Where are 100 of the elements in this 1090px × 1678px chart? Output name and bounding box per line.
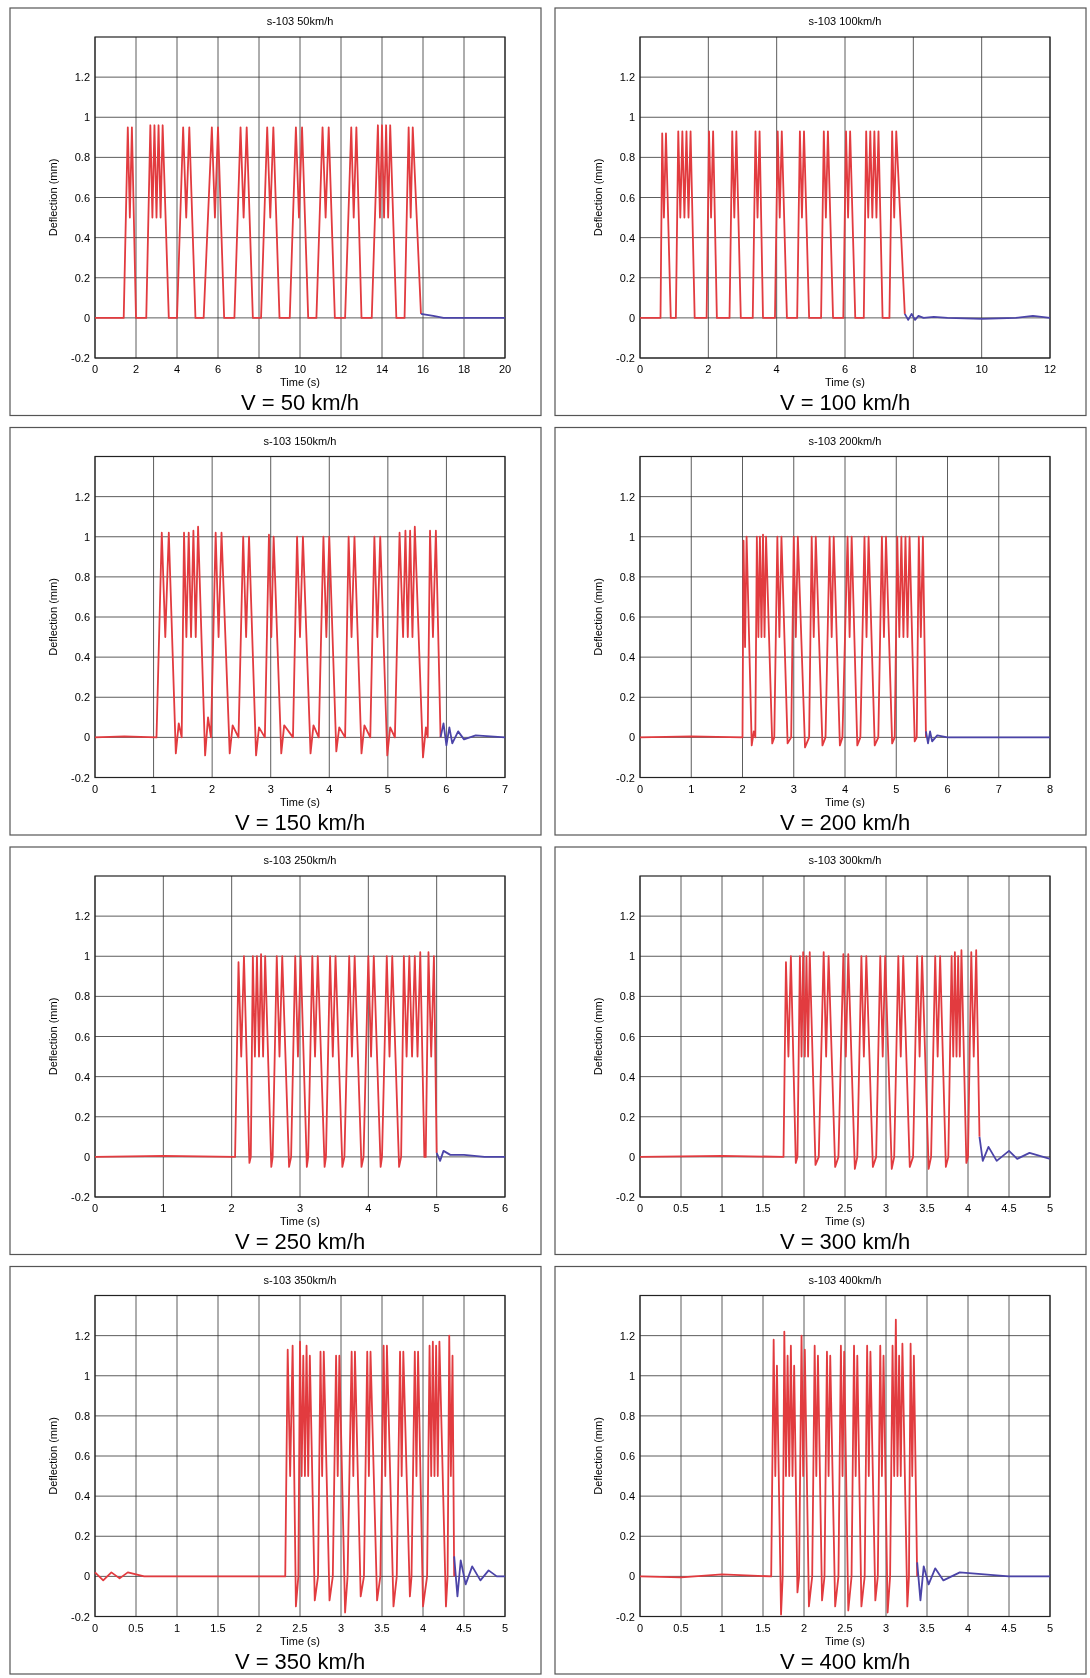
y-tick-label: 0.6 bbox=[74, 191, 90, 204]
x-tick-label: 3.5 bbox=[919, 1621, 935, 1634]
x-axis-title: Time (s) bbox=[280, 795, 320, 808]
line-series bbox=[94, 124, 422, 319]
y-tick-label: 0.2 bbox=[74, 271, 90, 284]
x-tick-label: 2 bbox=[228, 1202, 235, 1214]
x-tick-label: 4 bbox=[326, 782, 333, 795]
text: V = 300 km/h bbox=[779, 1229, 911, 1254]
y-tick-label: 0.6 bbox=[619, 191, 635, 204]
y-tick-label: 0.6 bbox=[74, 611, 90, 623]
y-axis-title: Deflection (mm) bbox=[47, 1417, 59, 1495]
y-tick-label: 0.8 bbox=[619, 151, 635, 164]
y-tick-label: 1.2 bbox=[74, 71, 90, 84]
x-tick-label: 2.5 bbox=[292, 1621, 308, 1634]
x-tick-label: 2 bbox=[705, 363, 712, 375]
x-tick-label: 0 bbox=[91, 1202, 99, 1214]
x-axis-title: Time (s) bbox=[280, 376, 320, 388]
text: V = 400 km/h bbox=[779, 1648, 911, 1674]
y-axis-title: Deflection (mm) bbox=[592, 158, 604, 237]
y-tick-label: 0.8 bbox=[74, 570, 90, 583]
x-tick-label: 5 bbox=[1046, 1621, 1054, 1634]
x-tick-label: 1.5 bbox=[755, 1621, 771, 1634]
y-tick-label: 1.2 bbox=[619, 490, 635, 503]
y-axis-title: Deflection (mm) bbox=[47, 997, 59, 1076]
text: V = 250 km/h bbox=[234, 1229, 366, 1254]
y-tick-label: 0.4 bbox=[619, 1070, 635, 1083]
x-tick-label: 6 bbox=[443, 782, 450, 795]
y-tick-label: 0.8 bbox=[74, 151, 90, 164]
x-tick-label: 1 bbox=[150, 782, 157, 795]
x-tick-label: 0 bbox=[636, 363, 644, 375]
y-tick-label: 1 bbox=[628, 950, 635, 963]
y-tick-label: 1 bbox=[83, 530, 90, 543]
x-tick-label: 0.5 bbox=[673, 1621, 689, 1634]
y-tick-label: -0.2 bbox=[616, 771, 635, 784]
y-tick-label: 0.2 bbox=[619, 1110, 635, 1123]
y-tick-label: -0.2 bbox=[71, 1191, 90, 1203]
x-tick-label: 10 bbox=[975, 363, 988, 375]
x-tick-label: 12 bbox=[1043, 363, 1057, 375]
y-tick-label: 0.2 bbox=[74, 1110, 90, 1123]
x-tick-label: 8 bbox=[255, 363, 263, 375]
line-series bbox=[903, 312, 1051, 321]
y-tick-label: 0.2 bbox=[74, 1530, 90, 1543]
line-series bbox=[94, 951, 438, 1168]
x-tick-label: 2.5 bbox=[837, 1621, 853, 1634]
chart-title: s-103 200km/h bbox=[808, 434, 882, 447]
x-tick-label: 4 bbox=[841, 782, 849, 795]
x-tick-label: 2 bbox=[739, 782, 746, 795]
y-tick-label: 1 bbox=[628, 1369, 635, 1382]
x-tick-label: 4 bbox=[419, 1621, 427, 1634]
x-tick-label: 18 bbox=[457, 363, 471, 375]
x-axis-title: Time (s) bbox=[825, 1215, 865, 1227]
y-tick-label: 0 bbox=[628, 1150, 635, 1163]
y-tick-label: 0.8 bbox=[619, 1409, 635, 1422]
y-tick-label: 0.8 bbox=[74, 990, 90, 1003]
y-tick-label: 0 bbox=[628, 311, 635, 324]
x-tick-label: 4 bbox=[964, 1621, 972, 1634]
y-tick-label: -0.2 bbox=[616, 1610, 635, 1623]
x-axis-title: Time (s) bbox=[280, 1634, 320, 1647]
x-tick-label: 16 bbox=[416, 363, 430, 375]
x-tick-label: 2 bbox=[209, 782, 216, 795]
y-tick-label: 0.2 bbox=[619, 691, 635, 704]
x-tick-label: 4 bbox=[773, 363, 780, 375]
y-tick-label: -0.2 bbox=[616, 352, 635, 364]
x-tick-label: 4.5 bbox=[1001, 1621, 1017, 1634]
chart-title: s-103 250km/h bbox=[263, 854, 337, 866]
chart-title: s-103 350km/h bbox=[263, 1273, 337, 1286]
x-tick-label: 0.5 bbox=[128, 1621, 144, 1634]
y-tick-label: 0.4 bbox=[619, 231, 635, 244]
x-tick-label: 5 bbox=[893, 782, 900, 795]
x-tick-label: 4 bbox=[964, 1202, 972, 1214]
x-tick-label: 1.5 bbox=[210, 1621, 226, 1634]
x-tick-label: 6 bbox=[944, 782, 951, 795]
y-axis-title: Deflection (mm) bbox=[592, 578, 604, 656]
y-axis-title: Deflection (mm) bbox=[47, 158, 59, 237]
text: V = 350 km/h bbox=[234, 1648, 366, 1674]
y-tick-label: 0.2 bbox=[619, 271, 635, 284]
x-tick-label: 3.5 bbox=[374, 1621, 390, 1634]
y-tick-label: 1 bbox=[83, 111, 90, 124]
x-tick-label: 5 bbox=[501, 1621, 509, 1634]
x-tick-label: 20 bbox=[498, 363, 512, 375]
x-tick-label: 4 bbox=[365, 1202, 372, 1214]
x-tick-label: 1.5 bbox=[755, 1202, 771, 1214]
x-tick-label: 1 bbox=[160, 1202, 167, 1214]
x-tick-label: 2 bbox=[132, 363, 140, 375]
chart-title: s-103 50km/h bbox=[266, 15, 334, 27]
y-tick-label: 1 bbox=[83, 1369, 90, 1382]
x-tick-label: 1 bbox=[173, 1621, 181, 1634]
x-tick-label: 2 bbox=[800, 1621, 808, 1634]
line-series bbox=[639, 949, 981, 1170]
x-tick-label: 0 bbox=[636, 1621, 644, 1634]
y-tick-label: -0.2 bbox=[71, 352, 90, 364]
y-axis-title: Deflection (mm) bbox=[592, 997, 604, 1076]
x-tick-label: 5 bbox=[433, 1202, 440, 1214]
x-tick-label: 3.5 bbox=[919, 1202, 935, 1214]
x-tick-label: 4.5 bbox=[456, 1621, 472, 1634]
x-tick-label: 3 bbox=[267, 782, 274, 795]
y-tick-label: 1.2 bbox=[74, 1329, 90, 1342]
chart-title: s-103 150km/h bbox=[263, 434, 337, 447]
x-tick-label: 5 bbox=[384, 782, 391, 795]
y-tick-label: 0.4 bbox=[74, 1070, 90, 1083]
